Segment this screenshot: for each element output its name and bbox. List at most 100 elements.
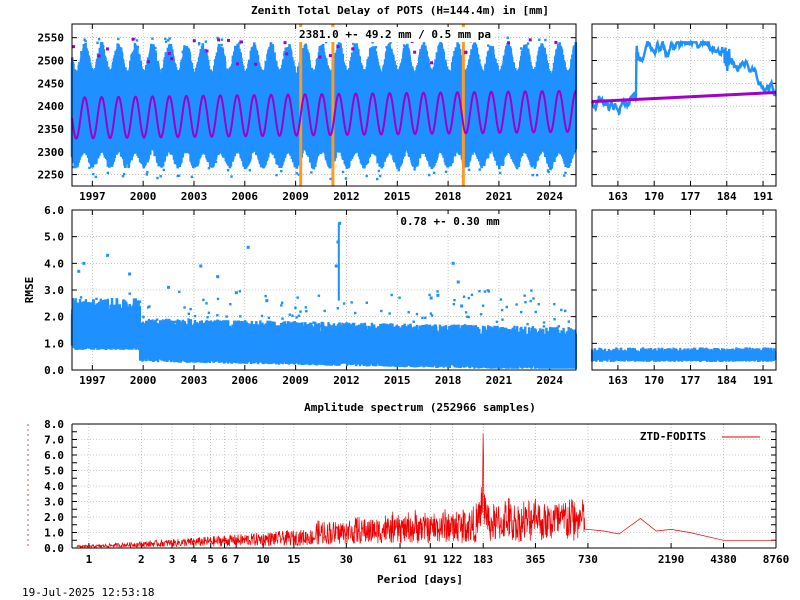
ztd-outlier-point — [97, 37, 101, 41]
spectrum-xtick-label: 4380 — [710, 553, 737, 566]
ztd-outlier-point — [90, 162, 93, 166]
rmse-scatter-point — [467, 315, 470, 319]
rmse-scatter-point — [542, 321, 546, 324]
ztd-outlier-point — [444, 162, 448, 166]
ztd-xtick-label: 2009 — [282, 190, 309, 203]
rmse-scatter-point — [205, 302, 208, 305]
ztd-outlier-point — [220, 43, 223, 47]
ztd-outlier-point — [96, 41, 99, 45]
ztd-outlier-point — [283, 53, 286, 56]
ztd-recent-xtick-label: 191 — [753, 190, 773, 203]
rmse-scatter-point — [291, 314, 294, 317]
ztd-outlier-point — [307, 58, 310, 61]
rmse-scatter-point — [515, 303, 518, 306]
spectrum-xtick-label: 365 — [526, 553, 546, 566]
rmse-scatter-point — [206, 316, 209, 319]
rmse-xtick-label: 2003 — [181, 374, 208, 387]
rmse-scatter-point — [342, 302, 346, 305]
ztd-outlier-point — [421, 54, 424, 58]
ztd-outlier-point — [327, 161, 331, 164]
ztd-outlier-point — [280, 169, 283, 173]
rmse-scatter-point — [260, 314, 264, 318]
ztd-chart-title: Zenith Total Delay of POTS (H=144.4m) in… — [251, 4, 549, 17]
rmse-scatter-point — [293, 320, 296, 324]
rmse-scatter-point — [239, 315, 242, 318]
ztd-marked-point — [170, 57, 174, 61]
ztd-outlier-point — [563, 174, 566, 177]
ztd-outlier-point — [191, 163, 194, 167]
ztd-recent-series — [590, 38, 777, 117]
rmse-scatter-point — [109, 309, 113, 312]
ztd-outlier-point — [168, 37, 171, 40]
ztd-outlier-point — [171, 53, 174, 57]
rmse-scatter-point — [206, 322, 209, 325]
rmse-scatter-point — [429, 312, 433, 315]
spectrum-x-axis-label: Period [days] — [377, 573, 463, 586]
rmse-scatter-point — [529, 299, 532, 303]
rmse-scatter-point — [137, 324, 140, 328]
ztd-outlier-point — [190, 175, 194, 179]
ztd-outlier-point — [220, 38, 224, 41]
ztd-outlier-point — [151, 37, 154, 40]
ztd-outlier-point — [358, 56, 362, 59]
ztd-marked-point — [239, 40, 243, 44]
ztd-outlier-point — [177, 174, 181, 177]
rmse-scatter-point — [534, 310, 537, 314]
ztd-outlier-point — [154, 50, 157, 53]
footer-timestamp: 19-Jul-2025 12:53:18 — [22, 586, 154, 599]
ztd-outlier-point — [92, 172, 95, 176]
rmse-scatter-point — [363, 322, 367, 326]
rmse-scatter-point — [519, 310, 523, 314]
ztd-outlier-point — [195, 164, 199, 167]
ztd-outlier-point — [549, 167, 552, 171]
ztd-outlier-point — [473, 51, 477, 55]
rmse-scatter-point — [380, 309, 383, 313]
rmse-scatter-point — [495, 320, 499, 324]
ztd-marked-point — [283, 41, 287, 45]
ztd-outlier-point — [297, 173, 301, 176]
ztd-outlier-point — [258, 161, 262, 165]
ztd-outlier-point — [146, 170, 149, 174]
rmse-scatter-point — [187, 318, 190, 321]
ztd-outlier-point — [84, 39, 87, 43]
ztd-outlier-point — [439, 52, 443, 56]
rmse-scatter-point — [467, 296, 471, 300]
ann-rmse-background — [398, 214, 503, 229]
rmse-scatter-point — [95, 297, 98, 301]
rmse-scatter-point — [280, 304, 283, 307]
ztd-outlier-point — [498, 171, 502, 175]
ztd-xtick-label: 2000 — [130, 190, 157, 203]
ztd-outlier-point — [324, 40, 328, 44]
rmse-scatter-point — [317, 294, 321, 297]
rmse-scatter-point — [412, 320, 415, 323]
ztd-outlier-point — [365, 174, 368, 178]
ztd-marked-point — [336, 45, 340, 49]
ztd-xtick-label: 1997 — [79, 190, 106, 203]
ztd-marked-point — [72, 45, 76, 49]
rmse-scatter-point — [560, 308, 563, 312]
ztd-outlier-point — [525, 57, 528, 61]
rmse-timeseries-panel: 1997 2000 2003 2006 2009 2012 2015 2018 2021 2024… — [44, 204, 577, 387]
rmse-scatter-point — [567, 320, 571, 323]
rmse-outlier-point — [82, 261, 86, 265]
ztd-ytick-label: 2300 — [38, 146, 65, 159]
rmse-scatter-point — [138, 300, 142, 303]
ztd-outlier-point — [547, 170, 550, 174]
ztd-marked-point — [413, 50, 417, 54]
rmse-scatter-point — [216, 313, 219, 317]
ztd-xtick-label: 2015 — [384, 190, 411, 203]
rmse-recent-series — [590, 347, 777, 362]
rmse-scatter-point — [271, 321, 275, 324]
rmse-scatter-point — [82, 305, 86, 308]
ztd-outlier-point — [164, 37, 167, 41]
ztd-outlier-point — [115, 51, 119, 54]
rmse-scatter-point — [499, 298, 503, 301]
rmse-outlier-point — [167, 285, 171, 289]
ztd-outlier-point — [519, 47, 523, 50]
ztd-recent-xtick-label: 177 — [681, 190, 701, 203]
ztd-outlier-point — [94, 175, 98, 179]
rmse-scatter-point — [542, 325, 546, 328]
rmse-scatter-point — [470, 293, 474, 297]
ztd-outlier-point — [478, 168, 481, 171]
rmse-scatter-point — [388, 312, 391, 315]
